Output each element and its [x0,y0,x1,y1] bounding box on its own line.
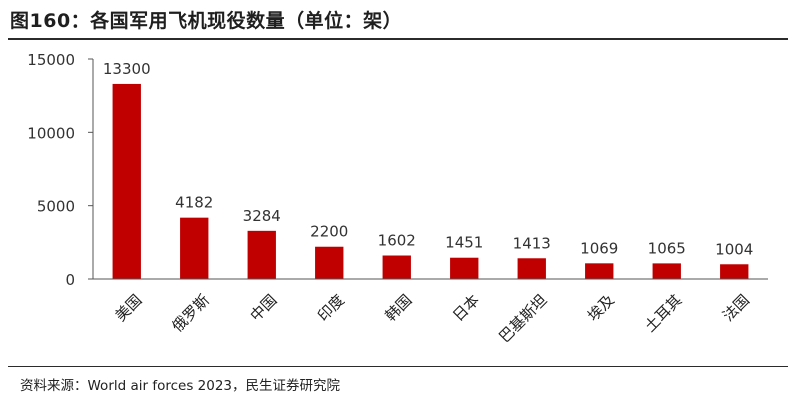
x-tick-label: 法国 [719,291,753,325]
data-label: 1069 [580,239,618,257]
x-tick-label: 俄罗斯 [168,291,213,336]
source-note: 资料来源：World air forces 2023，民生证券研究院 [20,378,341,394]
x-axis: 美国 俄罗斯 中国 印度 韩国 日本 巴基斯坦 埃及 土耳其 法国 [93,278,768,346]
bar [450,257,479,279]
bar [652,263,681,279]
bar [112,83,141,279]
data-label: 1451 [445,234,483,252]
bar [180,217,209,279]
y-axis: 0 5000 10000 15000 [27,51,94,289]
x-tick-label: 埃及 [584,291,618,325]
chart-title: 图160：各国军用飞机现役数量（单位：架） [10,10,403,32]
data-label: 4182 [175,194,213,212]
data-label: 3284 [243,207,281,225]
bar [517,258,546,279]
y-tick-label: 10000 [27,124,75,142]
bar [585,263,614,279]
x-tick-label: 日本 [449,291,483,325]
footer-divider [8,366,788,367]
bar [720,264,749,279]
bar [382,255,411,279]
bar-chart: 0 5000 10000 15000 13300 4182 3284 2200 1602 145… [27,51,768,346]
x-tick-label: 美国 [112,291,146,325]
data-label: 1065 [648,239,686,257]
y-tick-label: 15000 [27,51,75,69]
bar [247,230,276,279]
y-tick-label: 0 [65,271,75,289]
title-divider [8,38,788,40]
bars: 13300 4182 3284 2200 1602 1451 1413 1069 1065 100… [103,60,753,279]
data-label: 1602 [378,232,416,250]
x-tick-label: 印度 [314,291,348,325]
data-label: 13300 [103,60,151,78]
y-tick-label: 5000 [37,198,75,216]
data-label: 2200 [310,223,348,241]
x-tick-label: 韩国 [382,291,416,325]
data-label: 1413 [513,234,551,252]
bar [315,246,344,279]
x-tick-label: 中国 [247,291,281,325]
x-tick-label: 土耳其 [641,291,686,336]
x-tick-label: 巴基斯坦 [495,291,550,346]
data-label: 1004 [715,240,753,258]
